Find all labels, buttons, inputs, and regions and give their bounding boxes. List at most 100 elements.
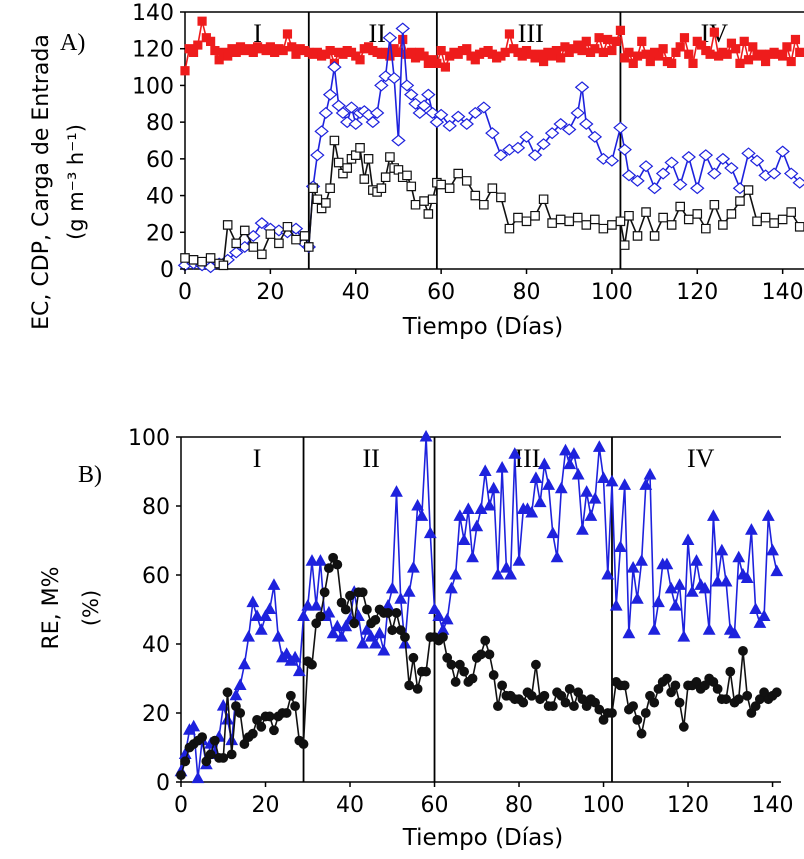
panel-a-y-tick-label: 80 — [146, 111, 174, 136]
panel-a-data-point — [459, 117, 474, 131]
panel-a-data-point — [222, 220, 233, 230]
panel-a-data-point — [386, 72, 402, 85]
panel-b-data-point — [652, 595, 665, 608]
panel-a-data-point — [228, 246, 244, 259]
panel-b-label: B) — [78, 462, 102, 488]
panel-a-data-point — [329, 135, 340, 146]
panel-b-data-point — [550, 550, 564, 563]
panel-a-y-axis-label: EC, CDP, Carga de Entrada — [29, 34, 54, 330]
panel-b-y-tick-label: 100 — [128, 426, 170, 451]
panel-b-data-point — [450, 677, 461, 687]
panel-a-data-point — [718, 220, 728, 230]
panel-b-data-point — [330, 619, 344, 632]
panel-b-data-point — [588, 492, 602, 504]
panel-a-data-point — [555, 214, 566, 225]
panel-b-data-point — [254, 623, 268, 635]
panel-b-data-point — [569, 701, 579, 711]
panel-a-data-point — [645, 56, 655, 67]
panel-b-data-point — [564, 683, 575, 694]
panel-b-data-point — [377, 643, 391, 656]
panel-a-data-point — [664, 156, 679, 169]
panel-b-data-point — [712, 683, 723, 694]
panel-a-data-point — [442, 119, 457, 132]
panel-b-data-point — [449, 567, 463, 580]
panel-a-data-point — [581, 36, 591, 46]
panel-b-data-point — [237, 657, 251, 670]
panel-a-data-point — [607, 45, 617, 56]
panel-b-data-point — [668, 598, 682, 611]
panel-b-data-point — [339, 619, 353, 632]
panel-b-data-point — [626, 561, 640, 573]
panel-a-data-point — [461, 176, 472, 186]
panel-a-data-point — [487, 183, 498, 194]
panel-b-data-point — [267, 578, 281, 590]
panel-a-data-point — [790, 34, 801, 45]
panel-a-data-point — [385, 152, 395, 162]
panel-a-data-point — [637, 36, 647, 46]
panel-a-data-point — [782, 42, 792, 52]
panel-b-data-point — [428, 602, 441, 615]
panel-b-y-tick-label: 80 — [142, 495, 170, 520]
panel-a-y-axis-units: (g m⁻³ h⁻¹) — [64, 124, 88, 240]
panel-b-y-tick-label: 20 — [142, 702, 170, 727]
panel-a-data-point — [363, 154, 374, 164]
panel-a-data-point — [607, 220, 617, 230]
panel-a-data-point — [760, 212, 771, 223]
panel-a-y-tick-label: 20 — [146, 221, 174, 246]
panel-a-data-point — [752, 216, 762, 227]
panel-b-data-point — [250, 609, 264, 621]
panel-b-data-point — [487, 481, 501, 494]
panel-a-data-point — [427, 194, 438, 205]
panel-a-y-tick-label: 100 — [132, 74, 174, 99]
panel-a-data-point — [419, 196, 429, 206]
panel-a-data-point — [544, 127, 560, 140]
panel-b-data-point — [197, 732, 208, 743]
panel-b-data-point — [480, 635, 491, 646]
panel-b-data-point — [229, 688, 243, 701]
panel-b-data-point — [749, 602, 763, 615]
panel-a-y-tick-label: 120 — [132, 38, 174, 63]
panel-a-data-point — [722, 49, 732, 59]
panel-a-data-point — [344, 101, 359, 114]
panel-a-data-point — [197, 16, 207, 26]
panel-a-data-point — [530, 210, 540, 221]
panel-b-data-point — [493, 701, 503, 711]
panel-b-phase-label: I — [253, 444, 262, 473]
panel-b-data-point — [592, 440, 606, 452]
panel-a-data-point — [193, 40, 203, 50]
panel-a-data-point — [705, 49, 715, 59]
panel-b-data-point — [770, 564, 784, 577]
panel-a-data-point — [579, 117, 594, 131]
panel-a-data-point — [444, 183, 455, 194]
panel-b-data-point — [499, 561, 513, 573]
panel-a-data-point — [282, 221, 293, 232]
panel-b-x-axis-label: Tiempo (Días) — [402, 825, 563, 851]
panel-a-data-point — [359, 174, 370, 184]
panel-a-data-point — [355, 143, 365, 153]
panel-b-data-point — [643, 467, 657, 480]
panel-b-data-point — [292, 664, 306, 677]
panel-a-data-point — [231, 238, 242, 249]
panel-b-data-point — [702, 623, 716, 635]
panel-b-data-point — [373, 626, 386, 639]
panel-b-data-point — [761, 509, 775, 521]
panel-a-x-tick-label: 140 — [762, 280, 804, 305]
panel-a-data-point — [715, 152, 731, 165]
panel-a-data-point — [786, 56, 796, 67]
panel-a-data-point — [406, 181, 417, 192]
panel-b-data-point — [419, 429, 433, 442]
panel-b-data-point — [461, 502, 475, 515]
panel-b-data-point — [601, 567, 615, 580]
panel-b-data-point — [404, 680, 415, 691]
panel-b-data-point — [301, 598, 315, 611]
panel-b-data-point — [466, 550, 479, 563]
panel-a-data-point — [624, 210, 634, 221]
panel-a-data-point — [731, 44, 741, 54]
panel-b-y-tick-label: 40 — [142, 633, 170, 658]
panel-a-data-point — [538, 56, 549, 67]
panel-a-x-tick-label: 120 — [676, 280, 718, 305]
panel-b-x-tick-label: 100 — [583, 793, 625, 818]
panel-a-data-point — [766, 167, 782, 180]
panel-b-data-point — [537, 457, 551, 470]
panel-a-data-point — [299, 231, 310, 241]
